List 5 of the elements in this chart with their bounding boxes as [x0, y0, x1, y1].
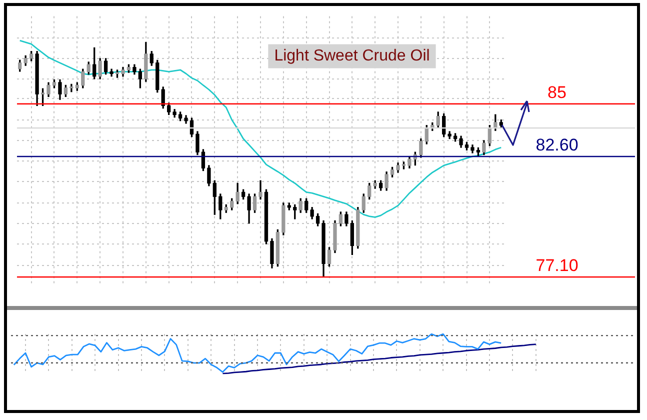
ref-line-label: 82.60	[536, 136, 578, 155]
ref-line-label: 77.10	[536, 256, 578, 276]
ref-line-label: 85	[548, 83, 566, 102]
candlestick	[70, 84, 74, 92]
text: Light Sweet Crude Oil	[274, 48, 430, 65]
